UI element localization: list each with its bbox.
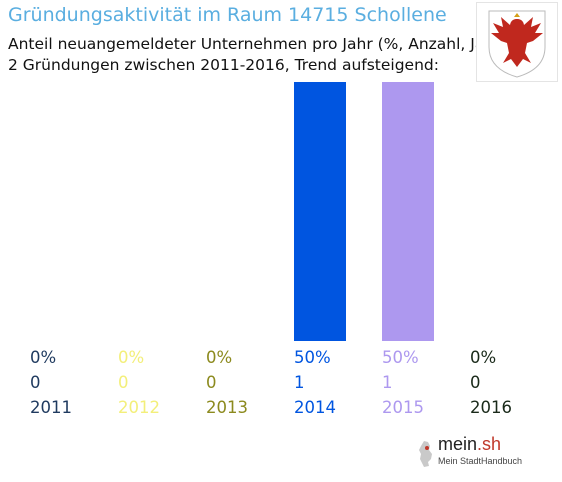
bar-2014 <box>294 82 346 341</box>
percent-label-2016: 0% <box>470 348 497 367</box>
page-title: Gründungsaktivität im Raum 14715 Scholle… <box>8 4 447 26</box>
percent-label-2011: 0% <box>30 348 57 367</box>
percent-label-2015: 50% <box>382 348 419 367</box>
year-label-2013: 2013 <box>206 398 248 417</box>
percent-label-2013: 0% <box>206 348 233 367</box>
year-label-2014: 2014 <box>294 398 336 417</box>
count-label-2012: 0 <box>118 373 129 392</box>
count-label-2011: 0 <box>30 373 41 392</box>
percent-label-2014: 50% <box>294 348 331 367</box>
year-label-2012: 2012 <box>118 398 160 417</box>
count-label-2014: 1 <box>294 373 305 392</box>
eagle-coat-of-arms-icon <box>488 10 546 78</box>
count-label-2016: 0 <box>470 373 481 392</box>
year-label-2015: 2015 <box>382 398 424 417</box>
subtitle-line-2: 2 Gründungen zwischen 2011-2016, Trend a… <box>8 56 439 74</box>
bar-2015 <box>382 82 434 341</box>
count-label-2015: 1 <box>382 373 393 392</box>
mein-sh-logo[interactable]: mein.sh Mein StadtHandbuch <box>418 434 538 474</box>
logo-wordmark: mein.sh <box>438 434 502 454</box>
year-label-2016: 2016 <box>470 398 512 417</box>
count-label-2013: 0 <box>206 373 217 392</box>
subtitle-line-1: Anteil neuangemeldeter Unternehmen pro J… <box>8 35 507 53</box>
percent-label-2012: 0% <box>118 348 145 367</box>
germany-map-icon <box>419 441 432 467</box>
logo-tagline: Mein StadtHandbuch <box>438 456 523 466</box>
year-label-2011: 2011 <box>30 398 72 417</box>
crest-frame <box>476 2 558 82</box>
